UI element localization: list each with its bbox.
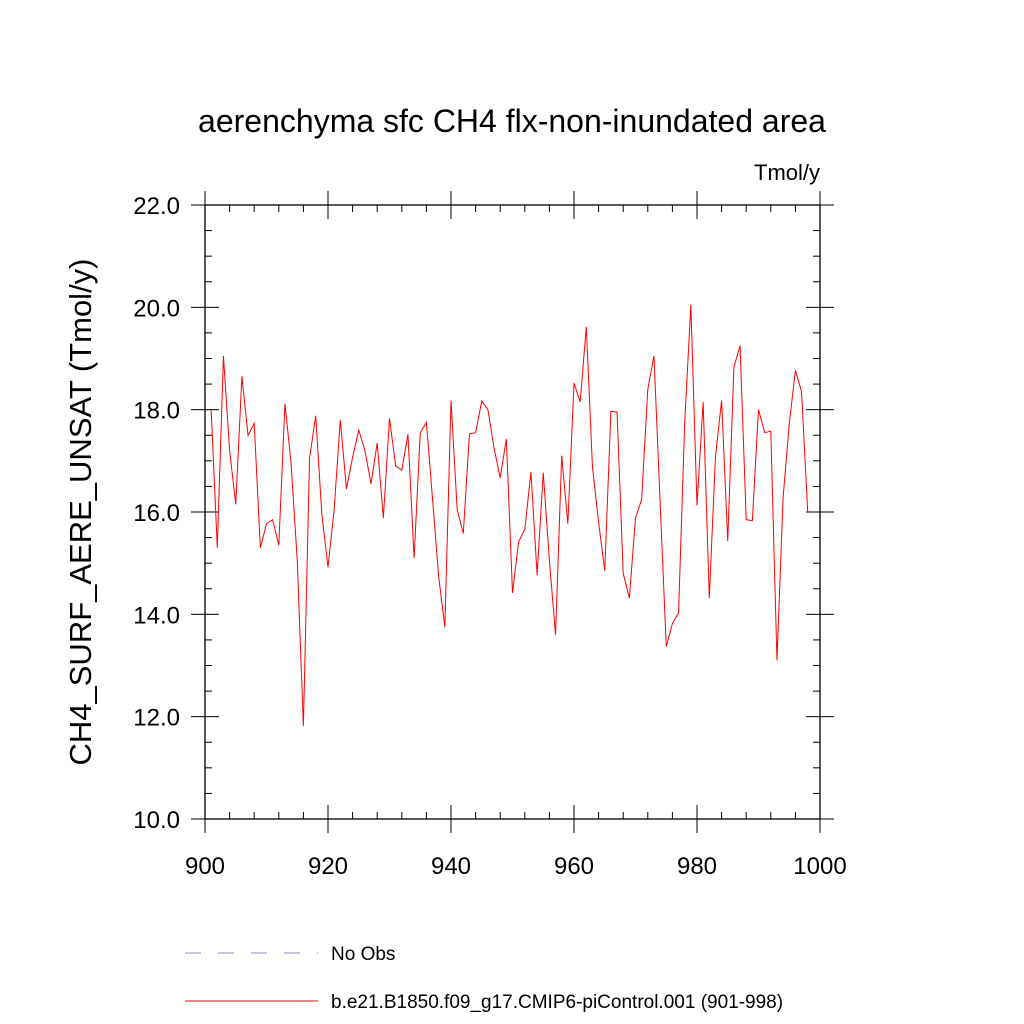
x-tick-label: 920 (308, 853, 348, 880)
y-axis-label: CH4_SURF_AERE_UNSAT (Tmol/y) (63, 258, 98, 765)
plot-area: 900 920 940 960 980 1000 10.0 12.0 14.0 16.0 18.0 2… (133, 191, 847, 880)
y-tick-label: 18.0 (133, 398, 180, 425)
x-tick-label: 900 (185, 853, 225, 880)
legend-label-no-obs: No Obs (331, 944, 395, 965)
series-line-0 (210, 304, 809, 726)
y-tick-label: 22.0 (133, 193, 180, 220)
y-tick-label: 10.0 (133, 807, 180, 834)
x-tick-label: 940 (431, 853, 471, 880)
y-tick-label: 14.0 (133, 602, 180, 629)
y-tick-label: 20.0 (133, 295, 180, 322)
legend: No Obs b.e21.B1850.f09_g17.CMIP6-piContr… (185, 944, 783, 1013)
series-lines (210, 304, 809, 726)
y-tick-label: 16.0 (133, 500, 180, 527)
axis-tick-labels: 900 920 940 960 980 1000 10.0 12.0 14.0 16.0 18.0 2… (133, 193, 846, 880)
chart-title: aerenchyma sfc CH4 flx-non-inundated are… (198, 103, 826, 139)
x-tick-label: 960 (554, 853, 594, 880)
x-tick-label: 980 (677, 853, 717, 880)
y-tick-label: 12.0 (133, 705, 180, 732)
x-tick-label: 1000 (793, 853, 846, 880)
legend-label-model: b.e21.B1850.f09_g17.CMIP6-piControl.001 … (331, 992, 783, 1013)
axis-ticks (191, 191, 834, 833)
units-label: Tmol/y (754, 160, 820, 185)
plot-frame (204, 204, 821, 820)
